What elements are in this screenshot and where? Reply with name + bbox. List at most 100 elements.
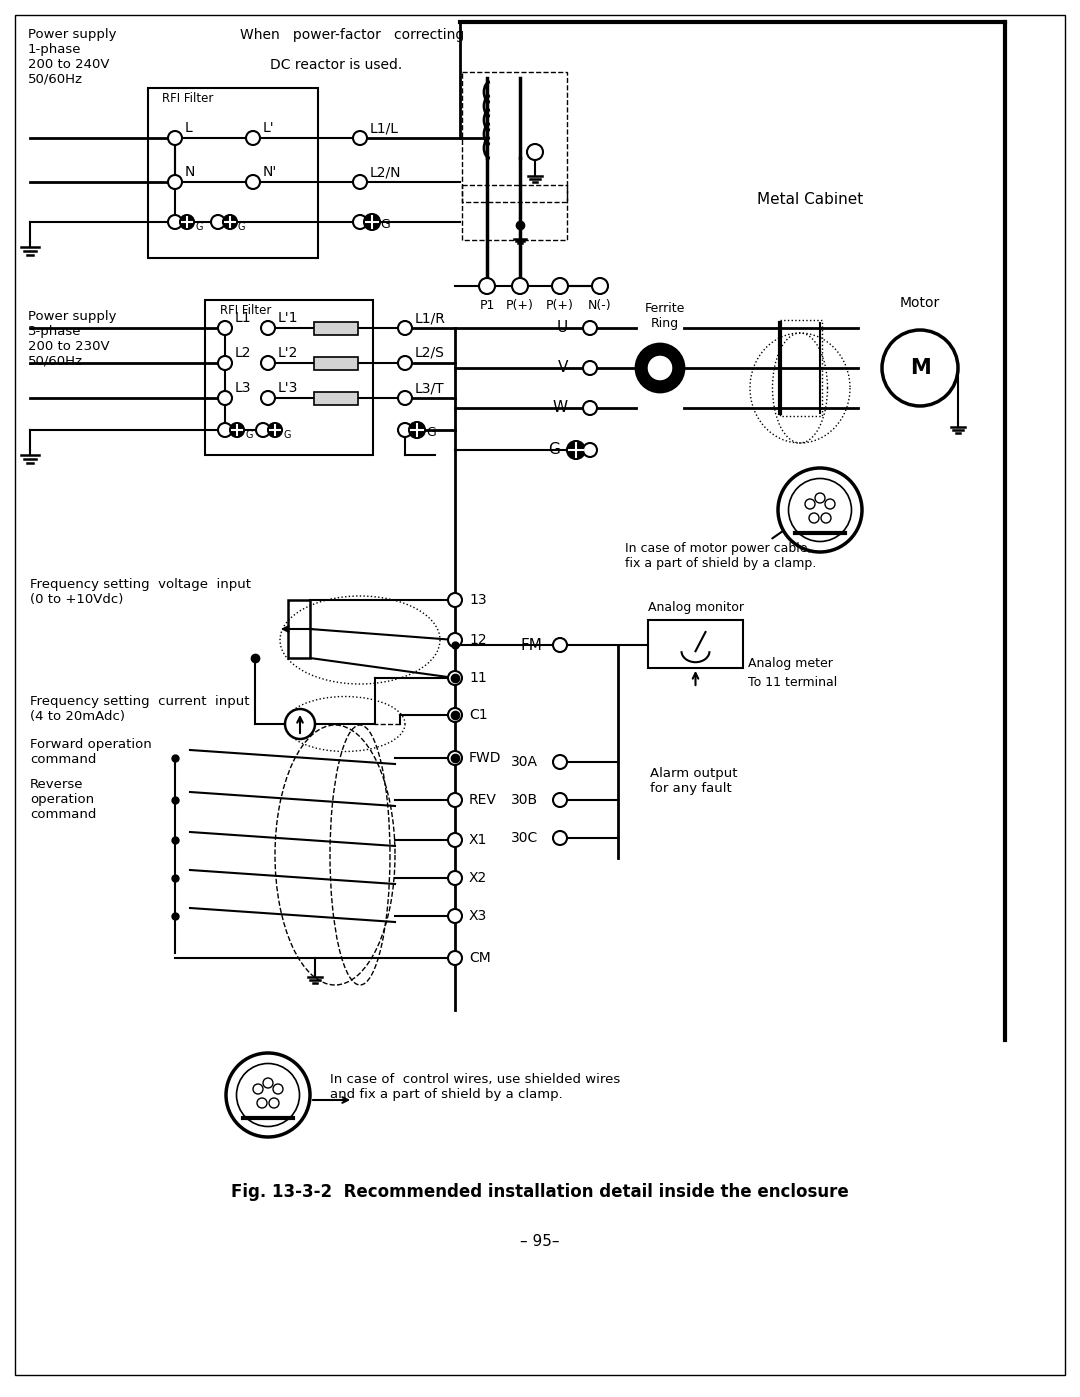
Text: L2: L2 — [235, 346, 252, 360]
Bar — [780, 320, 822, 416]
Text: L1/L: L1/L — [370, 122, 399, 136]
Text: FWD: FWD — [469, 752, 501, 766]
Text: P1: P1 — [480, 299, 495, 312]
Circle shape — [399, 356, 411, 370]
Text: Frequency setting  voltage  input
(0 to +10Vdc): Frequency setting voltage input (0 to +1… — [30, 578, 251, 606]
Circle shape — [882, 330, 958, 407]
Text: C1: C1 — [469, 708, 488, 722]
Circle shape — [553, 831, 567, 845]
Circle shape — [583, 360, 597, 374]
Text: Metal Cabinet: Metal Cabinet — [757, 193, 863, 208]
Circle shape — [448, 909, 462, 923]
Circle shape — [527, 144, 543, 161]
Text: In case of  control wires, use shielded wires
and fix a part of shield by a clam: In case of control wires, use shielded w… — [330, 1073, 620, 1101]
Text: Power supply
1-phase
200 to 240V
50/60Hz: Power supply 1-phase 200 to 240V 50/60Hz — [28, 28, 117, 87]
Text: L3: L3 — [235, 381, 252, 395]
Text: FM: FM — [521, 637, 542, 652]
Bar — [462, 73, 567, 203]
Text: L'2: L'2 — [278, 346, 298, 360]
Circle shape — [168, 175, 183, 189]
Text: Ferrite
Ring: Ferrite Ring — [645, 302, 685, 330]
Circle shape — [353, 175, 367, 189]
Text: L: L — [185, 122, 192, 136]
Circle shape — [253, 1084, 264, 1094]
Text: L'1: L'1 — [278, 312, 298, 326]
Circle shape — [448, 793, 462, 807]
Text: 11: 11 — [469, 671, 487, 685]
Bar — [148, 88, 318, 258]
Text: X1: X1 — [469, 833, 487, 847]
Circle shape — [409, 422, 426, 439]
Circle shape — [269, 1098, 279, 1108]
Circle shape — [480, 278, 495, 293]
Text: W: W — [553, 401, 568, 415]
Text: REV: REV — [469, 793, 497, 807]
Text: G: G — [549, 443, 561, 457]
Circle shape — [778, 468, 862, 552]
Bar — [314, 356, 357, 369]
Text: 12: 12 — [469, 633, 487, 647]
Text: 30B: 30B — [511, 793, 538, 807]
Text: V: V — [557, 360, 568, 376]
Circle shape — [218, 391, 232, 405]
Circle shape — [553, 754, 567, 768]
Text: 30A: 30A — [511, 754, 538, 768]
Circle shape — [553, 793, 567, 807]
Circle shape — [448, 708, 462, 722]
Circle shape — [168, 131, 183, 145]
Circle shape — [261, 321, 275, 335]
Circle shape — [211, 215, 225, 229]
Text: Reverse
operation
command: Reverse operation command — [30, 778, 96, 821]
Text: Analog meter: Analog meter — [748, 657, 833, 669]
Circle shape — [226, 1053, 310, 1137]
Text: Forward operation
command: Forward operation command — [30, 738, 152, 766]
Circle shape — [448, 633, 462, 647]
Text: L3/T: L3/T — [415, 381, 445, 395]
Text: N': N' — [264, 165, 278, 179]
Circle shape — [353, 131, 367, 145]
Text: G: G — [195, 222, 203, 232]
Circle shape — [399, 423, 411, 437]
Circle shape — [448, 592, 462, 608]
Bar — [648, 620, 743, 668]
Circle shape — [222, 215, 237, 229]
Circle shape — [636, 344, 684, 393]
Text: L1/R: L1/R — [415, 312, 446, 326]
Text: – 95–: – 95– — [521, 1235, 559, 1249]
Circle shape — [364, 214, 380, 231]
Text: L2/S: L2/S — [415, 346, 445, 360]
Text: RFI Filter: RFI Filter — [162, 92, 214, 105]
Text: Analog monitor: Analog monitor — [648, 601, 743, 615]
Circle shape — [512, 278, 528, 293]
Circle shape — [448, 833, 462, 847]
Circle shape — [448, 671, 462, 685]
Circle shape — [246, 131, 260, 145]
Bar — [314, 321, 357, 334]
Bar — [205, 300, 373, 455]
Circle shape — [261, 356, 275, 370]
Text: L'3: L'3 — [278, 381, 298, 395]
Text: L': L' — [264, 122, 274, 136]
Circle shape — [805, 499, 815, 509]
Circle shape — [553, 638, 567, 652]
Text: Alarm output
for any fault: Alarm output for any fault — [650, 767, 738, 795]
Bar — [314, 391, 357, 405]
Bar — [288, 599, 310, 658]
Circle shape — [168, 215, 183, 229]
Circle shape — [399, 391, 411, 405]
Circle shape — [230, 423, 244, 437]
Bar — [462, 184, 567, 240]
Text: G: G — [238, 222, 245, 232]
Text: Frequency setting  current  input
(4 to 20mAdc): Frequency setting current input (4 to 20… — [30, 694, 249, 724]
Circle shape — [257, 1098, 267, 1108]
Circle shape — [353, 215, 367, 229]
Circle shape — [825, 499, 835, 509]
Text: G: G — [283, 430, 291, 440]
Text: DC reactor is used.: DC reactor is used. — [270, 59, 402, 73]
Text: M: M — [909, 358, 930, 379]
Circle shape — [180, 215, 194, 229]
Text: CM: CM — [469, 951, 490, 965]
Text: X2: X2 — [469, 870, 487, 886]
Circle shape — [246, 175, 260, 189]
Circle shape — [218, 321, 232, 335]
